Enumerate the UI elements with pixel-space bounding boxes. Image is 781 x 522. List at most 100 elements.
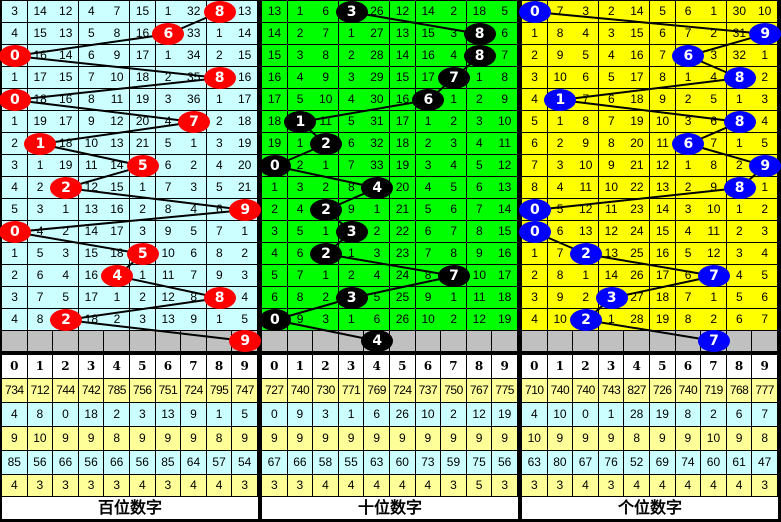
grid-cell: 10 [547,67,574,89]
grid-cell: 15 [624,23,651,45]
column-header: 0 [522,355,548,379]
grid-cell: 6 [522,133,549,155]
gray-cell [441,331,467,352]
stat-cell: 7 [752,403,778,427]
grid-cell: 4 [675,221,702,243]
grid-cell: 4 [232,287,258,309]
stat-cell: 56 [130,451,156,475]
grid-cell: 3 [547,155,574,177]
stat-cell: 712 [27,379,54,403]
panel-label: 百位数字 [2,497,258,519]
grid-cell: 5 [598,67,625,89]
ball-digit-2: 2 [310,133,342,155]
grid-cell: 3 [53,243,80,265]
gray-cell [522,331,548,352]
grid-cell: 4 [262,243,289,265]
grid-cell: 26 [624,265,651,287]
grid-cell: 6 [675,1,702,23]
grid-cell: 19 [624,111,651,133]
grid-cell: 1 [287,1,314,23]
stat-cell: 777 [752,379,778,403]
grid-cell: 17 [650,265,677,287]
ball-digit-8: 8 [723,67,756,89]
stat-cell: 10 [27,427,54,451]
grid-cell: 16 [650,243,677,265]
column-header: 8 [206,355,233,379]
stat-cell: 9 [287,403,314,427]
stat-cell: 769 [364,379,390,403]
column-header: 2 [313,355,339,379]
grid-cell: 1 [262,177,289,199]
stat-cell: 9 [313,427,339,451]
stat-cell: 8 [27,403,54,427]
stat-cell: 6 [726,403,753,427]
grid-cell: 1 [573,265,600,287]
column-header: 1 [287,355,314,379]
grid-cell: 2 [287,155,314,177]
grid-cell: 8 [675,309,702,331]
stat-cell: 1 [338,403,365,427]
grid-cell: 7 [547,1,574,23]
stat-cell: 0 [262,403,288,427]
stat-cell: 3 [155,475,182,497]
stat-cell: 57 [206,451,233,475]
grid-cell: 32 [726,45,753,67]
gray-cell [752,331,778,352]
stat-cell: 80 [547,451,574,475]
ball-digit-8: 8 [203,287,236,309]
gray-cell [262,331,288,352]
column-header: 0 [2,355,28,379]
panel-units: 7 3 2 14 5 6 1 30 10 0 1 8 4 3 15 6 7 2 31 9 2 9 5 4 16 7 3 32 1 6 3 10… [518,0,781,522]
grid-cell: 12 [573,199,600,221]
grid-cell: 4 [287,67,314,89]
grid-cell: 14 [624,1,651,23]
grid-cell: 12 [650,155,677,177]
stat-cell: 719 [701,379,727,403]
grid-cell: 7 [155,177,182,199]
grid-cell: 14 [53,45,80,67]
ball-digit-8: 8 [203,1,236,23]
grid-cell: 3 [522,67,549,89]
grid-cell: 12 [104,111,131,133]
stat-cell: 4 [573,475,599,497]
ball-digit-9: 9 [749,23,781,45]
stat-cell: 19 [650,403,676,427]
stat-cell: 56 [27,451,54,475]
grid-cell: 7 [104,1,131,23]
grid-cell: 2 [441,1,468,23]
stat-cell: 751 [155,379,182,403]
grid-cell: 5 [338,111,365,133]
stat-cell: 8 [624,427,650,451]
stat-cell: 3 [598,475,625,497]
ball-digit-4: 4 [101,265,134,287]
stat-cell: 0 [573,403,599,427]
grid-cell: 16 [27,45,54,67]
grid-cell: 2 [598,1,625,23]
stat-cell: 76 [598,451,625,475]
grid-cell: 7 [206,221,233,243]
grid-cell: 5 [441,177,468,199]
grid-cell: 21 [232,177,258,199]
grid-cell: 5 [675,243,702,265]
stat-cell: 56 [78,451,105,475]
next-ball-digit-7: 7 [698,330,730,352]
grid-cell: 6 [262,287,289,309]
grid-cell: 5 [232,309,258,331]
grid-cell: 9 [492,89,518,111]
grid-cell: 5 [262,265,289,287]
grid-cell: 13 [262,1,289,23]
grid-cell: 12 [492,155,518,177]
ball-digit-2: 2 [570,243,602,265]
grid-cell: 24 [390,265,417,287]
grid-cell: 1 [598,309,625,331]
grid-cell: 12 [598,221,625,243]
gray-cell [650,331,676,352]
grid-cell: 3 [675,111,702,133]
grid-cell: 12 [53,1,80,23]
stat-cell: 3 [492,475,518,497]
stat-cell: 742 [78,379,105,403]
stat-cell: 4 [130,475,156,497]
grid-cell: 6 [181,243,208,265]
grid-cell: 2 [701,309,728,331]
grid-cell: 15 [650,221,677,243]
